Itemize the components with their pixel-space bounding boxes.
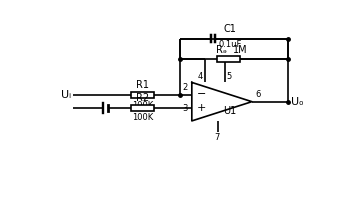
Text: +: + — [197, 103, 206, 113]
Bar — [131, 105, 154, 111]
Text: 100K: 100K — [132, 113, 153, 123]
Text: 1M: 1M — [233, 45, 248, 55]
Text: Uᵢ: Uᵢ — [61, 90, 71, 100]
Text: 7: 7 — [215, 133, 220, 142]
Text: U1: U1 — [223, 106, 236, 116]
Text: 3: 3 — [182, 104, 188, 113]
Text: C1: C1 — [224, 24, 237, 34]
Text: R2: R2 — [136, 93, 149, 103]
Text: R1: R1 — [136, 80, 149, 90]
Bar — [217, 56, 240, 62]
Text: 4: 4 — [197, 72, 203, 81]
Bar — [131, 92, 154, 98]
Text: −: − — [197, 89, 206, 99]
Text: 6: 6 — [255, 90, 260, 99]
Text: Rₔ: Rₔ — [216, 45, 227, 55]
Text: 2: 2 — [182, 83, 188, 92]
Text: 5: 5 — [226, 72, 232, 81]
Text: Uₒ: Uₒ — [291, 97, 304, 107]
Text: 100K: 100K — [132, 101, 153, 110]
Text: 0.1uF: 0.1uF — [218, 40, 242, 49]
